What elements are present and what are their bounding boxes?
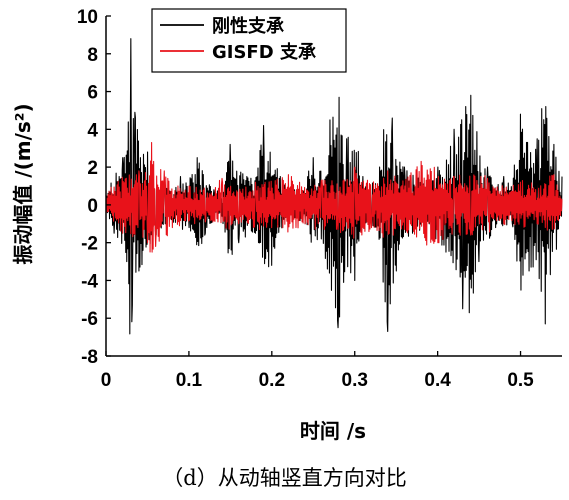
legend-label: 刚性支承 [212,15,285,37]
y-tick-label: -2 [81,234,98,255]
x-tick-label: 0.5 [507,370,534,391]
x-tick-label: 0.3 [342,370,368,391]
y-tick-label: 8 [87,45,98,66]
legend: 刚性支承 GISFD 支承 [151,8,347,73]
y-axis-label: 振动幅值 /(m/s²) [11,103,35,264]
y-tick-label: 6 [87,83,98,104]
x-tick-label: 0.1 [176,370,203,391]
x-tick-label: 0.2 [259,370,285,391]
x-axis-label: 时间 /s [300,419,366,443]
series-line-rigid [105,38,563,335]
y-tick-label: 10 [77,7,98,28]
y-tick-label: 2 [87,158,98,179]
y-tick-label: 0 [87,196,98,217]
y-tick-label: -4 [81,271,98,292]
x-tick-label: 0.4 [424,370,451,391]
chart-svg: -8 -6 -4 -2 0 2 4 6 8 10 0 0.1 0.2 0.3 0.4 0.5 刚性支承 GISF… [11,7,563,443]
series-layer [105,38,563,335]
y-tick-label: -6 [81,309,98,330]
legend-label: GISFD 支承 [212,41,317,63]
series-line-gisfd [105,142,563,253]
y-tick-label: 4 [87,120,98,141]
figure-caption: （d）从动轴竖直方向对比 [162,466,407,490]
axes-layer: -8 -6 -4 -2 0 2 4 6 8 10 0 0.1 0.2 0.3 0.4 0.5 [77,7,562,391]
y-tick-label: -8 [81,347,98,368]
x-tick-label: 0 [101,370,112,391]
legend-box [151,8,347,73]
